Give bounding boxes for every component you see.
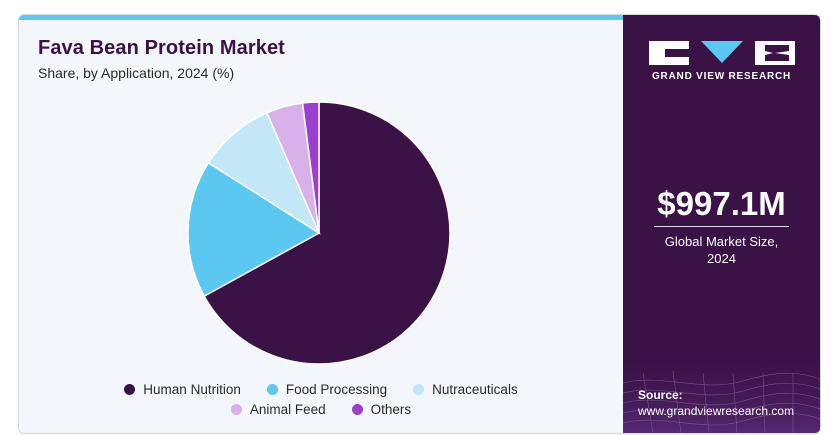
source-label: Source:	[638, 388, 683, 402]
market-size-label-line2: 2024	[707, 251, 736, 266]
legend-row-1: Human Nutrition Food Processing Nutraceu…	[19, 379, 623, 399]
legend-swatch-human-nutrition	[124, 383, 136, 395]
accent-bar	[19, 15, 623, 20]
market-size-value: $997.1M	[657, 185, 786, 222]
pie-slice-others	[301, 101, 320, 234]
chart-title: Fava Bean Protein Market	[38, 37, 285, 59]
legend-item-nutraceuticals: Nutraceuticals	[413, 382, 518, 397]
pie-slice-human-nutrition	[203, 101, 451, 365]
market-size-label-line1: Global Market Size,	[664, 234, 779, 249]
pie-slice-nutraceuticals	[207, 111, 321, 235]
market-size-label: Global Market Size, 2024	[623, 233, 820, 267]
legend-swatch-animal-feed	[230, 403, 242, 415]
legend-label-animal-feed: Animal Feed	[249, 401, 326, 417]
wave-pattern-icon	[623, 343, 820, 433]
pie-chart	[187, 101, 451, 365]
legend-item-food-processing: Food Processing	[266, 381, 388, 397]
value-divider	[654, 226, 789, 227]
legend-row-2: Animal Feed Others	[19, 399, 623, 419]
legend-swatch-others	[351, 403, 363, 415]
summary-panel: GRAND VIEW RESEARCH $997.1M Global Marke…	[623, 15, 820, 433]
legend-label-others: Others	[370, 401, 412, 417]
legend-swatch-nutraceuticals	[413, 383, 425, 395]
pie-slice-food-processing	[187, 161, 321, 298]
legend-item-others: Others	[351, 401, 412, 417]
legend-label-nutraceuticals: Nutraceuticals	[432, 381, 518, 397]
legend-label-food-processing: Food Processing	[285, 381, 388, 397]
chart-panel: Fava Bean Protein Market Share, by Appli…	[19, 15, 623, 433]
grand-view-research-logo-icon	[649, 41, 795, 65]
chart-legend: Human Nutrition Food Processing Nutraceu…	[19, 379, 623, 419]
brand-name: GRAND VIEW RESEARCH	[651, 71, 792, 82]
legend-item-animal-feed: Animal Feed	[230, 401, 326, 417]
legend-item-human-nutrition: Human Nutrition	[124, 382, 241, 397]
infographic-card: Fava Bean Protein Market Share, by Appli…	[18, 14, 821, 434]
chart-subtitle: Share, by Application, 2024 (%)	[38, 65, 235, 81]
legend-swatch-food-processing	[266, 383, 278, 395]
legend-label-human-nutrition: Human Nutrition	[143, 381, 241, 397]
source-url: www.grandviewresearch.com	[638, 404, 795, 418]
source-note: Source: www.grandviewresearch.com	[638, 387, 794, 419]
